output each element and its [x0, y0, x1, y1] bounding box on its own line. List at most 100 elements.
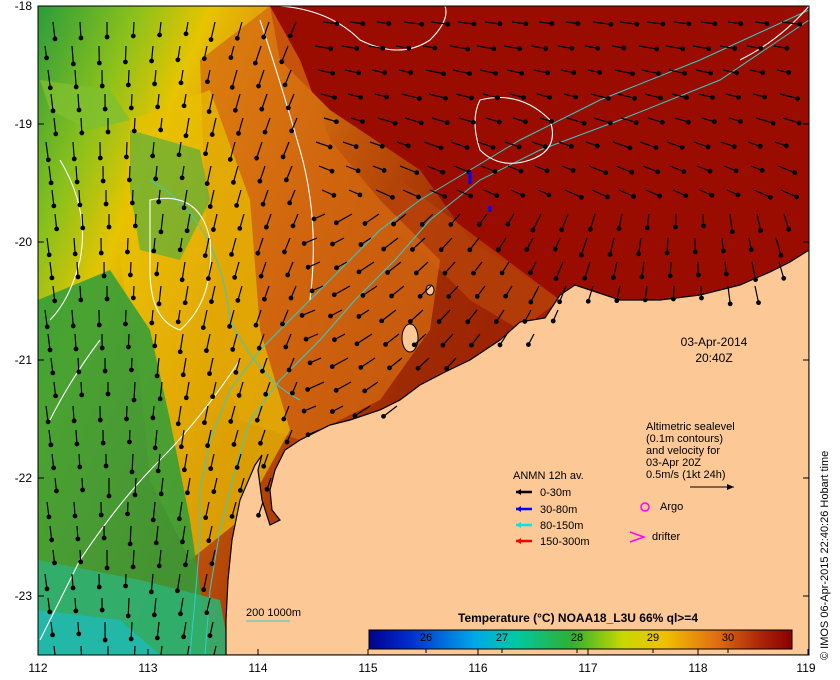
velocity-arrow-head: [47, 347, 53, 353]
velocity-arrow-head: [355, 168, 361, 174]
velocity-arrow: [639, 141, 657, 149]
velocity-arrow-head: [54, 488, 59, 494]
velocity-arrow: [673, 21, 689, 25]
altimetry-line: and velocity for: [646, 445, 720, 457]
velocity-arrow-head: [494, 193, 500, 199]
velocity-arrow: [52, 285, 56, 301]
velocity-arrow-head: [569, 45, 575, 51]
velocity-arrow: [44, 309, 48, 327]
velocity-arrow-head: [516, 144, 522, 150]
velocity-arrow: [360, 357, 376, 368]
velocity-arrow: [642, 165, 659, 173]
velocity-arrow-head: [70, 61, 76, 67]
velocity-arrow: [469, 237, 480, 251]
lat-tick: -18: [15, 0, 33, 13]
velocity-arrow: [783, 213, 790, 230]
velocity-arrow-head: [328, 313, 333, 319]
velocity-arrow-head: [686, 119, 691, 125]
velocity-arrow-head: [158, 127, 164, 133]
velocity-arrow-head: [358, 94, 363, 100]
velocity-arrow-head: [74, 179, 80, 185]
velocity-arrow: [589, 213, 596, 230]
velocity-arrow-head: [286, 367, 292, 373]
velocity-arrow-head: [255, 250, 261, 256]
velocity-arrow-head: [528, 270, 533, 276]
velocity-arrow-head: [621, 45, 627, 51]
velocity-arrow: [530, 45, 546, 50]
velocity-arrow-head: [709, 192, 715, 198]
velocity-arrow: [638, 45, 657, 50]
velocity-arrow-head: [305, 432, 311, 438]
velocity-arrow-head: [178, 80, 184, 86]
velocity-arrow-head: [105, 129, 111, 135]
velocity-arrow: [385, 333, 400, 345]
altimetry-line: 03-Apr 20Z: [646, 457, 701, 469]
velocity-arrow: [620, 117, 637, 124]
velocity-arrow-head: [203, 515, 209, 521]
velocity-arrow: [207, 261, 213, 279]
velocity-arrow-head: [390, 194, 395, 200]
velocity-arrow: [52, 21, 56, 39]
velocity-arrow-head: [178, 444, 184, 450]
velocity-arrow: [231, 69, 238, 88]
velocity-arrow-head: [732, 46, 738, 51]
velocity-arrow: [232, 165, 239, 183]
velocity-arrow-head: [44, 586, 50, 592]
velocity-arrow: [391, 285, 405, 297]
velocity-arrow-head: [71, 418, 77, 424]
velocity-arrow: [692, 45, 709, 50]
velocity-arrow-head: [208, 37, 214, 42]
velocity-arrow-head: [362, 388, 368, 394]
velocity-arrow-head: [606, 96, 611, 101]
velocity-arrow-head: [53, 131, 59, 137]
velocity-arrow-head: [76, 369, 82, 375]
velocity-arrow-head: [542, 144, 548, 150]
velocity-arrow: [393, 213, 407, 225]
velocity-arrow: [261, 93, 268, 110]
velocity-arrow-head: [50, 370, 56, 376]
velocity-arrow-head: [102, 368, 108, 374]
velocity-arrow-head: [175, 588, 180, 594]
velocity-arrow-head: [253, 322, 259, 328]
velocity-arrow-head: [329, 364, 335, 370]
velocity-arrow: [48, 429, 52, 445]
velocity-arrow-head: [184, 228, 190, 234]
lat-tick: -22: [15, 471, 33, 485]
velocity-arrow: [315, 141, 331, 148]
lon-tick: 116: [468, 661, 487, 675]
velocity-arrow: [231, 501, 237, 517]
velocity-arrow-head: [636, 251, 642, 257]
velocity-arrow: [45, 405, 49, 422]
velocity-arrow-head: [653, 145, 659, 150]
velocity-arrow-head: [185, 490, 190, 496]
velocity-arrow-head: [736, 94, 741, 100]
velocity-arrow: [255, 309, 262, 326]
colorbar-gradient: [368, 629, 793, 650]
velocity-arrow-head: [130, 564, 136, 570]
velocity-arrow: [619, 21, 637, 25]
velocity-arrow-head: [76, 107, 82, 113]
lon-axis: 112 113 114 115 116 117 118 119: [28, 649, 816, 675]
velocity-arrow: [358, 261, 375, 273]
velocity-arrow-head: [154, 635, 160, 641]
velocity-arrow-head: [410, 247, 415, 252]
velocity-arrow-head: [633, 120, 639, 126]
velocity-arrow-head: [786, 70, 792, 75]
velocity-arrow-head: [413, 270, 419, 276]
velocity-arrow-head: [98, 250, 104, 256]
velocity-arrow-head: [100, 440, 106, 446]
velocity-arrow-head: [155, 468, 161, 474]
velocity-arrow: [429, 189, 445, 198]
velocity-arrow-head: [152, 343, 158, 349]
velocity-arrow-head: [106, 661, 110, 665]
velocity-arrow: [205, 501, 210, 518]
velocity-arrow-head: [80, 225, 86, 231]
velocity-arrow-head: [50, 108, 56, 114]
anmn-label: 0-30m: [540, 487, 571, 499]
velocity-arrow-head: [524, 247, 530, 252]
velocity-arrow-head: [262, 129, 268, 135]
velocity-arrow-head: [80, 487, 86, 493]
velocity-arrow: [431, 117, 448, 124]
lon-tick: 112: [28, 661, 47, 675]
velocity-arrow: [421, 213, 434, 225]
